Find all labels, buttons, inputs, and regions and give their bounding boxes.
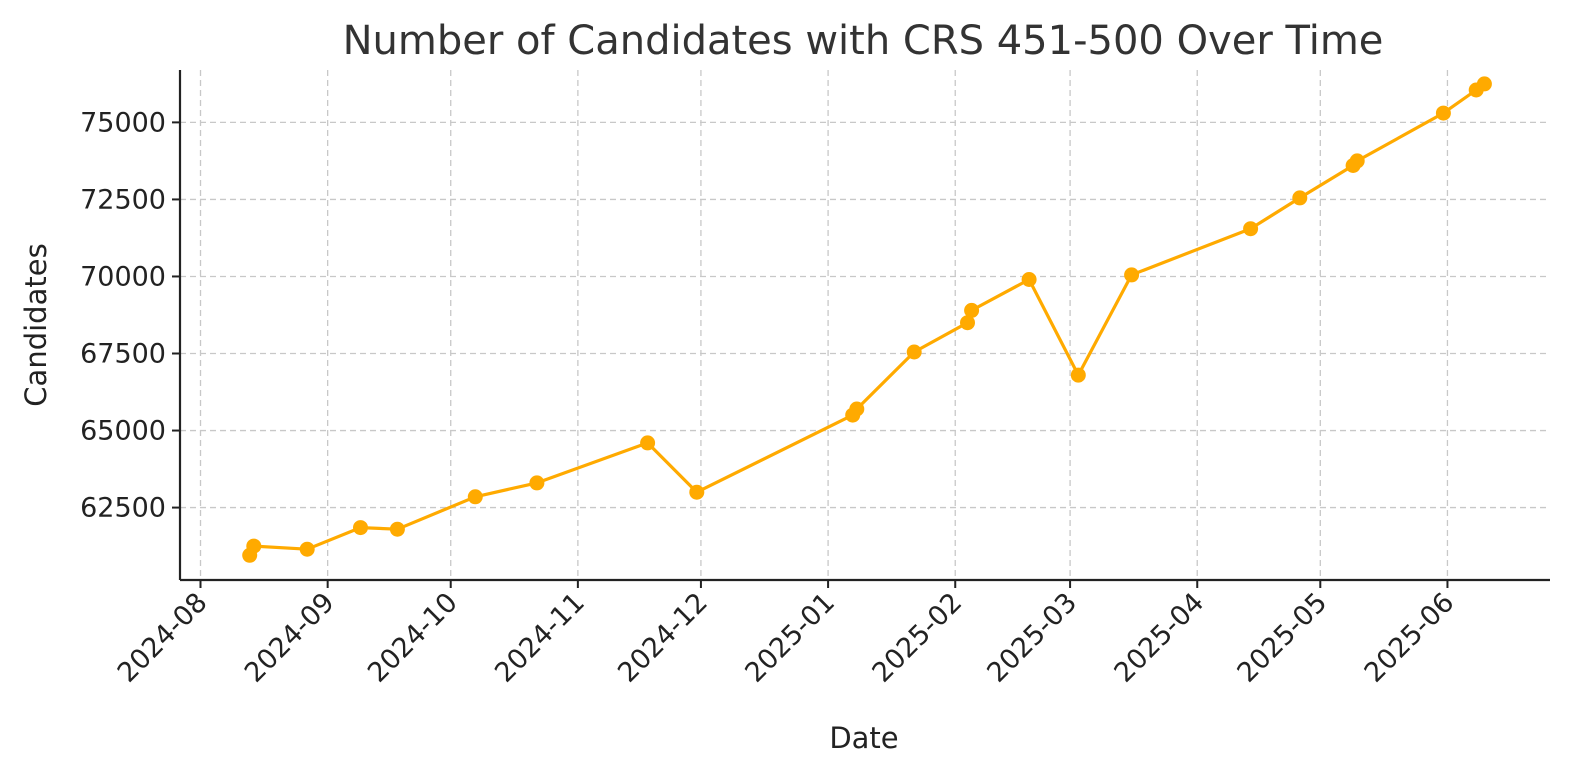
data-point (689, 484, 705, 500)
y-ticks: 62500 65000 67500 70000 72500 75000 (80, 107, 180, 524)
data-point (1349, 153, 1365, 169)
x-tick-label: 2025-01 (739, 587, 841, 689)
axes (178, 70, 1550, 582)
x-axis-label: Date (829, 721, 898, 755)
data-point (299, 541, 315, 557)
x-tick-label: 2024-08 (112, 587, 214, 689)
y-tick-label: 75000 (80, 107, 166, 138)
data-point (1243, 221, 1259, 237)
x-tick-label: 2025-04 (1109, 587, 1211, 689)
data-point (1476, 76, 1492, 92)
data-point (906, 344, 922, 360)
data-point (1070, 367, 1086, 383)
data-point (389, 521, 405, 537)
y-tick-label: 72500 (80, 184, 166, 215)
data-point (1292, 190, 1308, 206)
data-point (353, 520, 368, 536)
x-tick-label: 2025-03 (981, 587, 1083, 689)
data-point (246, 538, 262, 554)
data-point (1124, 267, 1140, 283)
series-line (248, 82, 1486, 556)
x-tick-label: 2025-02 (866, 587, 968, 689)
data-point (640, 435, 656, 451)
x-tick-label: 2024-12 (612, 587, 714, 689)
y-tick-label: 65000 (80, 416, 166, 447)
data-point (1021, 272, 1037, 287)
x-ticks: 2024-08 2024-09 2024-10 2024-11 2024-12 2025-… (112, 580, 1461, 689)
chart-title: Number of Candidates with CRS 451-500 Ov… (343, 18, 1384, 64)
series-layer (242, 76, 1492, 563)
data-point (529, 475, 545, 491)
grid (180, 70, 1550, 580)
data-point (964, 302, 980, 318)
y-tick-label: 67500 (80, 339, 166, 370)
data-point (1435, 105, 1451, 121)
x-tick-label: 2025-06 (1359, 587, 1461, 689)
data-point (467, 489, 483, 505)
x-tick-label: 2024-09 (239, 587, 341, 689)
x-tick-label: 2024-11 (489, 587, 591, 689)
data-point (849, 401, 865, 417)
x-tick-label: 2024-10 (362, 587, 464, 689)
data-point (960, 315, 975, 331)
y-tick-label: 62500 (80, 493, 166, 524)
x-tick-label: 2025-05 (1232, 587, 1334, 689)
y-tick-label: 70000 (80, 261, 166, 292)
y-axis-label: Candidates (19, 243, 53, 406)
